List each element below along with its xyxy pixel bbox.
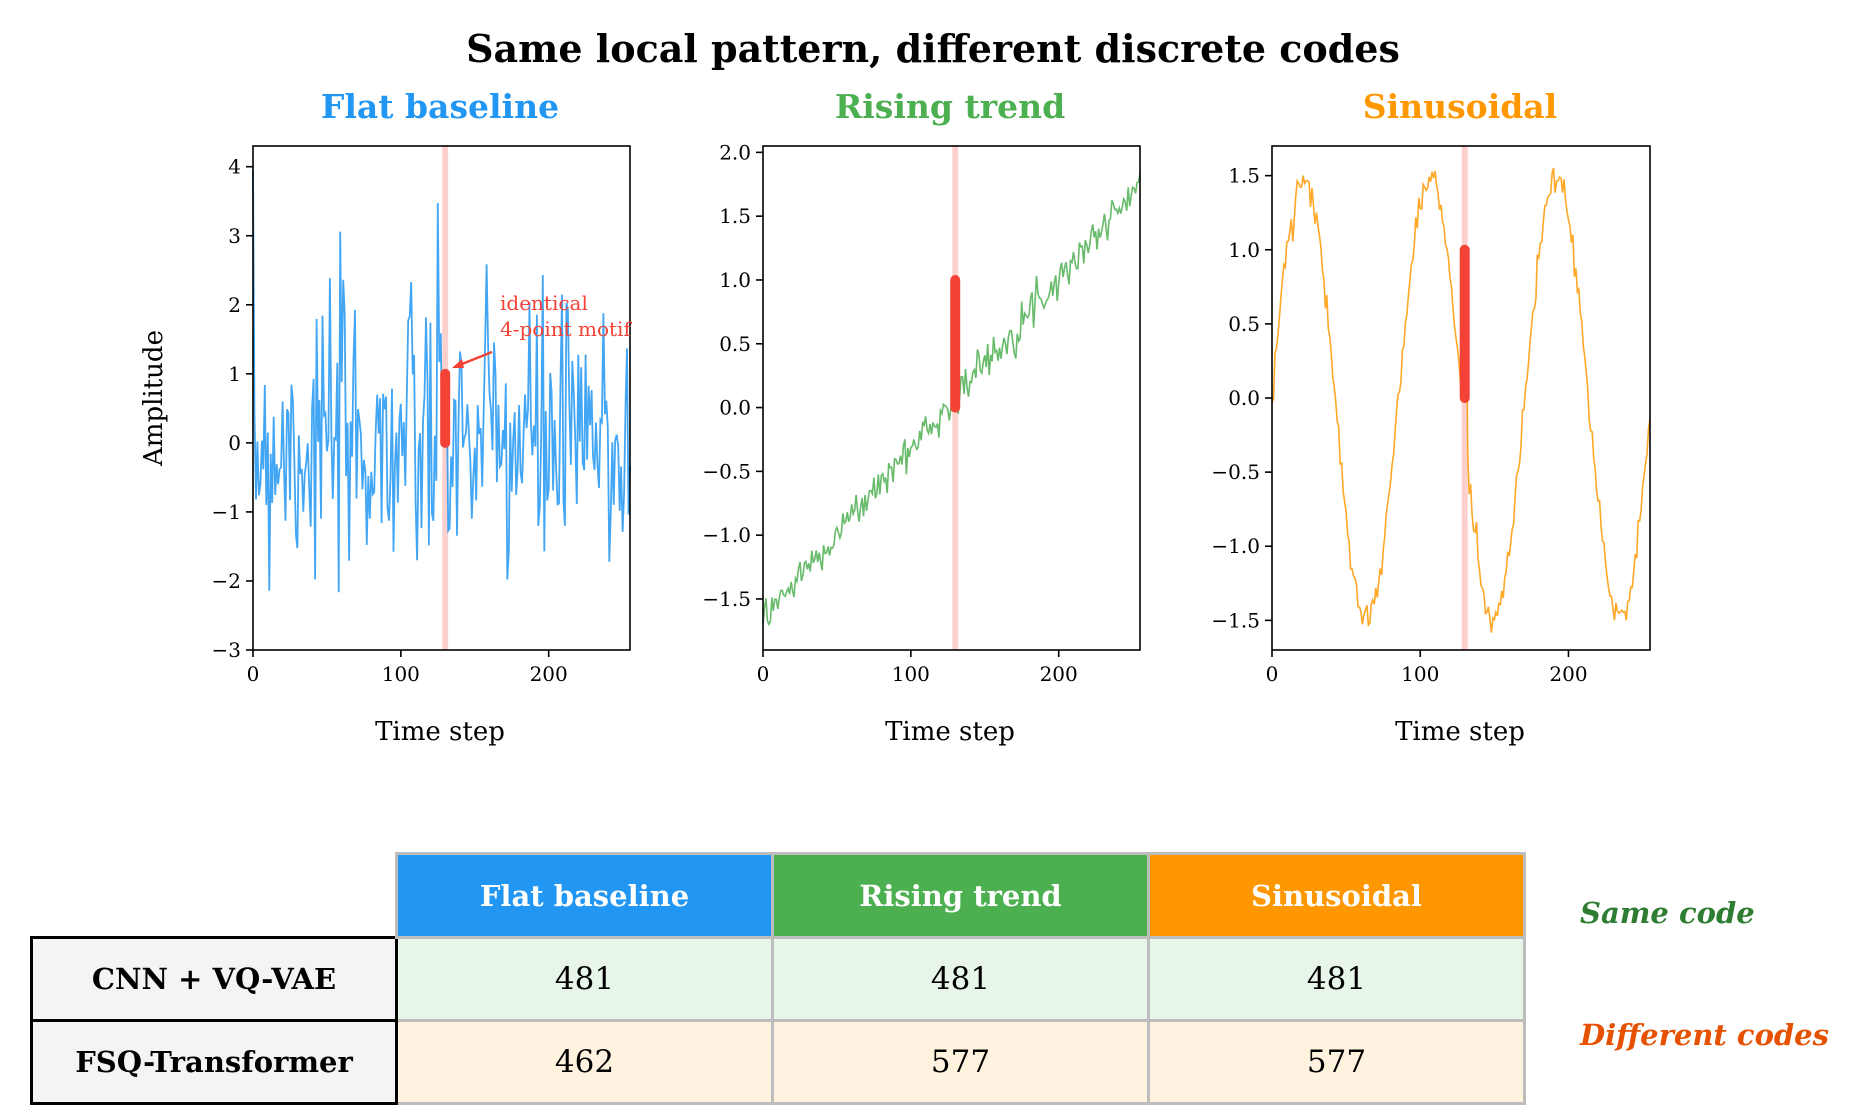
x-tick-label: 0: [247, 662, 260, 686]
xlabel-rising: Time step: [885, 717, 1015, 747]
y-tick-label: 0.0: [719, 396, 751, 420]
note-different-codes: Different codes: [1580, 1018, 1829, 1052]
motif-annotation-line1: identical: [500, 291, 588, 315]
row-header-vqvae: CNN + VQ-VAE: [30, 936, 398, 1022]
y-tick-label: −1.0: [702, 523, 751, 547]
y-tick-label: 2.0: [719, 140, 751, 164]
y-tick-label: 0.0: [1228, 386, 1260, 410]
x-tick-label: 200: [1040, 662, 1078, 686]
panel-title-rising: Rising trend: [835, 87, 1065, 126]
x-tick-label: 0: [757, 662, 770, 686]
figure-title: Same local pattern, different discrete c…: [466, 26, 1400, 71]
note-same-code: Same code: [1580, 896, 1755, 930]
y-tick-label: 4: [228, 155, 241, 179]
column-header-sinusoidal: Sinusoidal: [1147, 852, 1526, 939]
y-tick-label: −2: [212, 569, 241, 593]
y-tick-label: 1.5: [719, 204, 751, 228]
table-cell: 481: [1147, 936, 1526, 1022]
y-tick-label: 1.0: [1228, 238, 1260, 262]
plot-area-rising: 0 100 200 2.0 1.5 1.0 0.5 0.0 −0.5 −1.0 −1.5: [702, 140, 1141, 686]
panel-flat-baseline: Flat baseline 0 100 200 4 3 2 1 0 −1 −2 −3 Time st…: [139, 87, 632, 747]
table-corner: [32, 854, 397, 938]
table-cell: 577: [1147, 1019, 1526, 1105]
y-tick-label: 3: [228, 224, 241, 248]
y-tick-label: −3: [212, 638, 241, 662]
column-header-flat: Flat baseline: [395, 852, 774, 939]
y-tick-label: 1.5: [1228, 164, 1260, 188]
motif-annotation-arrow: [452, 350, 493, 368]
table-header-row: Flat baseline Rising trend Sinusoidal: [32, 852, 1526, 939]
table-cell: 462: [395, 1019, 774, 1105]
motif-annotation-line2: 4-point motif: [500, 317, 632, 341]
y-tick-label: −1.0: [1211, 534, 1260, 558]
x-tick-label: 100: [1401, 662, 1439, 686]
codes-table: Flat baseline Rising trend Sinusoidal CN…: [30, 852, 1526, 1105]
panel-rising-trend: Rising trend 0 100 200 2.0 1.5 1.0 0.5 0.0 −0.5 −…: [702, 87, 1141, 747]
y-tick-label: 2: [228, 293, 241, 317]
y-tick-label: −0.5: [1211, 460, 1260, 484]
x-tick-label: 200: [530, 662, 568, 686]
panel-title-sinusoidal: Sinusoidal: [1363, 87, 1557, 126]
xlabel-flat: Time step: [375, 717, 505, 747]
y-tick-label: −0.5: [702, 459, 751, 483]
axes-frame: [762, 145, 1141, 651]
y-tick-label: 1.0: [719, 268, 751, 292]
panel-title-flat: Flat baseline: [321, 87, 559, 126]
panel-sinusoidal: Sinusoidal 0 100 200 1.5 1.0 0.5 0.0 −0.5 −1.0 −1…: [1211, 87, 1651, 747]
row-header-fsq: FSQ-Transformer: [30, 1019, 398, 1105]
xlabel-sinusoidal: Time step: [1395, 717, 1525, 747]
y-tick-label: −1.5: [702, 587, 751, 611]
y-tick-label: −1: [212, 500, 241, 524]
column-header-rising: Rising trend: [771, 852, 1150, 939]
x-tick-label: 200: [1549, 662, 1587, 686]
table-cell: 577: [771, 1019, 1150, 1105]
y-tick-label: 0.5: [719, 332, 751, 356]
y-tick-label: −1.5: [1211, 608, 1260, 632]
table-cell: 481: [771, 936, 1150, 1022]
table-cell: 481: [395, 936, 774, 1022]
plot-area-sinusoidal: 0 100 200 1.5 1.0 0.5 0.0 −0.5 −1.0 −1.5: [1211, 145, 1651, 686]
x-tick-label: 100: [892, 662, 930, 686]
table-row: FSQ-Transformer 462 577 577: [30, 1019, 1526, 1105]
x-tick-label: 100: [382, 662, 420, 686]
y-tick-label: 1: [228, 362, 241, 386]
table-row: CNN + VQ-VAE 481 481 481: [30, 936, 1526, 1022]
y-tick-label: 0: [228, 431, 241, 455]
axes-frame: [252, 145, 631, 651]
ylabel-flat: Amplitude: [139, 330, 169, 467]
x-tick-label: 0: [1266, 662, 1279, 686]
plot-area-flat: 0 100 200 4 3 2 1 0 −1 −2 −3: [212, 145, 631, 686]
y-tick-label: 0.5: [1228, 312, 1260, 336]
